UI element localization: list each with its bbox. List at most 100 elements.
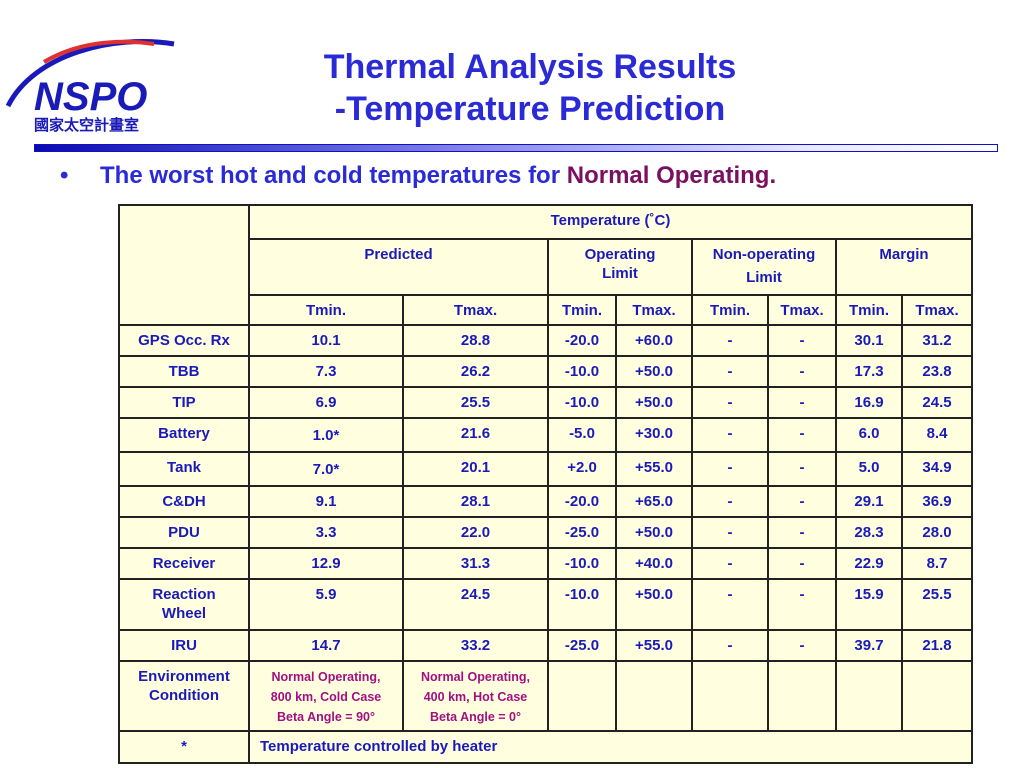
header-nonoperating-line2: Limit <box>746 269 782 286</box>
cell: - <box>691 355 769 388</box>
empty-cell <box>835 660 903 732</box>
header-nonoperating-limit: Non-operating Limit <box>691 238 837 296</box>
empty-cell <box>547 660 617 732</box>
cell: - <box>691 547 769 580</box>
hot-case-line2: 400 km, Hot Case <box>423 690 528 704</box>
cell: 20.1 <box>402 451 549 487</box>
cell: 28.8 <box>402 324 549 357</box>
environment-hot-case: Normal Operating, 400 km, Hot Case Beta … <box>402 660 549 732</box>
cell: - <box>767 324 837 357</box>
table-row: Tank 7.0* 20.1 +2.0 +55.0 - - 5.0 34.9 <box>118 451 973 487</box>
sub-tmin: Tmin. <box>248 294 404 326</box>
cell: - <box>767 547 837 580</box>
table-row: IRU 14.7 33.2 -25.0 +55.0 - - 39.7 21.8 <box>118 629 973 662</box>
corner-cell <box>118 204 250 326</box>
slide-title: Thermal Analysis Results -Temperature Pr… <box>200 46 860 130</box>
cell: +50.0 <box>615 578 693 631</box>
cell: 25.5 <box>402 386 549 419</box>
cell: 39.7 <box>835 629 903 662</box>
cell: - <box>691 386 769 419</box>
cell: +55.0 <box>615 629 693 662</box>
empty-cell <box>767 660 837 732</box>
header-temperature: Temperature (˚C) <box>248 204 973 240</box>
row-label: TBB <box>118 355 250 388</box>
cell: 1.0* <box>248 417 404 453</box>
header-operating-line1: Operating <box>584 246 656 263</box>
bullet-point: • The worst hot and cold temperatures for… <box>60 162 1000 190</box>
cell: -10.0 <box>547 386 617 419</box>
row-label: GPS Occ. Rx <box>118 324 250 357</box>
cell: -10.0 <box>547 578 617 631</box>
cell: 10.1 <box>248 324 404 357</box>
environment-label-line1: Environment <box>138 668 230 685</box>
title-line-1: Thermal Analysis Results <box>323 48 737 86</box>
cell: 12.9 <box>248 547 404 580</box>
environment-label: Environment Condition <box>118 660 250 732</box>
cold-case-line3: Beta Angle = 90° <box>277 710 375 724</box>
bullet-emphasis: Normal Operating <box>566 162 770 189</box>
cell: 14.7 <box>248 629 404 662</box>
cell: +2.0 <box>547 451 617 487</box>
cell: - <box>691 485 769 518</box>
table-row: Receiver 12.9 31.3 -10.0 +40.0 - - 22.9 … <box>118 547 973 580</box>
footnote-row: * Temperature controlled by heater <box>118 730 973 764</box>
table-row: TBB 7.3 26.2 -10.0 +50.0 - - 17.3 23.8 <box>118 355 973 388</box>
temperature-table: Temperature (˚C) Predicted Operating Lim… <box>118 204 973 764</box>
cell: +40.0 <box>615 547 693 580</box>
row-label: IRU <box>118 629 250 662</box>
row-label: Reaction Wheel <box>118 578 250 631</box>
cell: 28.3 <box>835 516 903 549</box>
sub-tmax: Tmax. <box>901 294 973 326</box>
sub-tmin: Tmin. <box>547 294 617 326</box>
header-operating-line2: Limit <box>602 265 638 282</box>
title-line-2: -Temperature Prediction <box>334 90 726 128</box>
cell: +50.0 <box>615 516 693 549</box>
cell: 36.9 <box>901 485 973 518</box>
header-margin: Margin <box>835 238 973 296</box>
table-row: PDU 3.3 22.0 -25.0 +50.0 - - 28.3 28.0 <box>118 516 973 549</box>
cell: -10.0 <box>547 547 617 580</box>
cell: - <box>691 629 769 662</box>
cell: +30.0 <box>615 417 693 453</box>
empty-cell <box>901 660 973 732</box>
cell: - <box>767 516 837 549</box>
row-label: Receiver <box>118 547 250 580</box>
header-predicted: Predicted <box>248 238 549 296</box>
sub-tmax: Tmax. <box>767 294 837 326</box>
cell: - <box>767 451 837 487</box>
header-operating-limit: Operating Limit <box>547 238 693 296</box>
cell: 31.3 <box>402 547 549 580</box>
environment-cold-case: Normal Operating, 800 km, Cold Case Beta… <box>248 660 404 732</box>
cell: - <box>691 578 769 631</box>
hot-case-line3: Beta Angle = 0° <box>429 710 522 724</box>
cell: - <box>767 417 837 453</box>
header-nonoperating-line1: Non-operating <box>712 246 816 263</box>
logo-subtitle: 國家太空計畫室 <box>34 116 139 134</box>
cell: 5.9 <box>248 578 404 631</box>
footnote-marker: * <box>118 730 250 764</box>
cell: 22.9 <box>835 547 903 580</box>
cell: - <box>691 417 769 453</box>
row-label: TIP <box>118 386 250 419</box>
cell: 7.0* <box>248 451 404 487</box>
cell: +55.0 <box>615 451 693 487</box>
row-label: Tank <box>118 451 250 487</box>
sub-tmax: Tmax. <box>615 294 693 326</box>
footnote-text: Temperature controlled by heater <box>248 730 973 764</box>
cell: 16.9 <box>835 386 903 419</box>
logo-wordmark: NSPO <box>34 75 147 119</box>
hot-case-line1: Normal Operating, <box>420 670 531 684</box>
nspo-logo: NSPO 國家太空計畫室 <box>4 34 204 134</box>
cell: - <box>691 451 769 487</box>
cell: - <box>767 578 837 631</box>
row-label-line1: Reaction <box>152 586 216 603</box>
cell: 21.8 <box>901 629 973 662</box>
cell: 7.3 <box>248 355 404 388</box>
empty-cell <box>615 660 693 732</box>
cell: - <box>767 629 837 662</box>
cell: - <box>767 355 837 388</box>
table-row: Battery 1.0* 21.6 -5.0 +30.0 - - 6.0 8.4 <box>118 417 973 453</box>
cell: 23.8 <box>901 355 973 388</box>
sub-tmax: Tmax. <box>402 294 549 326</box>
title-divider <box>34 144 998 152</box>
